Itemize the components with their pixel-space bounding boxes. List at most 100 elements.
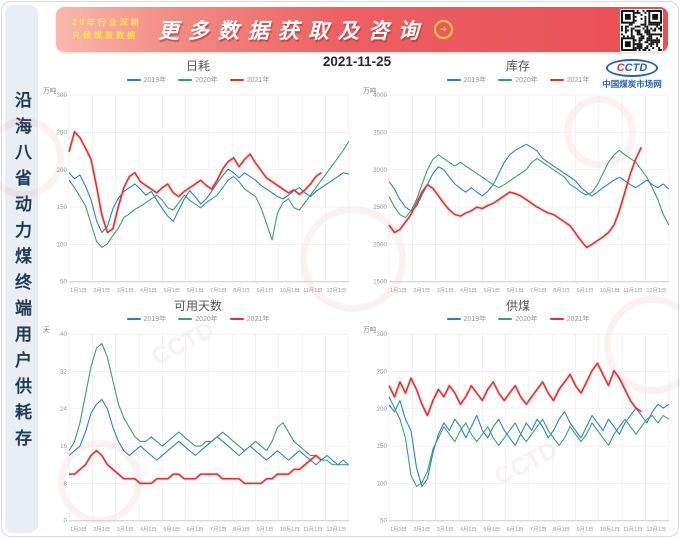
legend-item-2020年: 2020年 [498, 75, 538, 85]
svg-text:200: 200 [57, 166, 68, 173]
legend-swatch [446, 318, 461, 321]
svg-text:100: 100 [377, 481, 388, 488]
chart-legend: 2019年 2020年 2021年 [42, 74, 354, 86]
legend-swatch [446, 78, 461, 81]
svg-text:11月1日: 11月1日 [303, 526, 322, 533]
svg-text:万吨: 万吨 [363, 325, 377, 334]
legend-label: 2021年 [246, 316, 270, 324]
svg-text:200: 200 [377, 406, 388, 413]
legend-item-2020年: 2020年 [498, 314, 538, 324]
chart-legend: 2019年 2020年 2021年 [42, 314, 354, 326]
banner-title: 更多数据获取及咨询 [157, 19, 428, 43]
legend-label: 2019年 [143, 316, 167, 324]
svg-text:6月1日: 6月1日 [507, 287, 524, 294]
legend-label: 2019年 [463, 316, 487, 324]
svg-text:40: 40 [60, 331, 68, 338]
banner-slogan-line1: 20年行业深耕 [72, 17, 142, 27]
svg-text:100: 100 [57, 241, 68, 248]
svg-text:3500: 3500 [373, 129, 387, 136]
svg-text:9月1日: 9月1日 [577, 287, 594, 294]
svg-text:6月1日: 6月1日 [187, 526, 204, 533]
svg-text:3月1日: 3月1日 [117, 526, 134, 533]
legend-item-2021年: 2021年 [229, 314, 270, 324]
svg-text:万吨: 万吨 [43, 86, 57, 95]
chart-title: 可用天数 [173, 298, 222, 313]
svg-text:5月1日: 5月1日 [163, 526, 180, 533]
svg-text:24: 24 [60, 406, 68, 413]
chart-title: 供煤 [505, 298, 530, 313]
legend-label: 2020年 [515, 316, 538, 324]
legend-label: 2021年 [566, 316, 590, 324]
cctd-logo-oval: CCTD [605, 59, 659, 77]
svg-text:11月1日: 11月1日 [623, 526, 642, 533]
legend-item-2019年: 2019年 [446, 314, 487, 324]
legend-swatch [178, 78, 193, 81]
chart-panel-available-days: 可用天数 2019年 2020年 2021年 40 32 24 16 8 0 1月1日 2月1日 3… [42, 295, 354, 535]
svg-text:10月1日: 10月1日 [280, 287, 300, 294]
legend-item-2019年: 2019年 [126, 75, 167, 85]
arrow-circle-icon: ➜ [433, 20, 453, 39]
svg-text:3月1日: 3月1日 [437, 287, 454, 294]
svg-text:7月1日: 7月1日 [210, 287, 227, 294]
svg-text:5月1日: 5月1日 [483, 287, 500, 294]
svg-text:0: 0 [63, 518, 67, 525]
banner-slogan: 20年行业深耕 只做煤炭数据 [72, 17, 142, 43]
legend-swatch [229, 78, 244, 81]
svg-text:150: 150 [377, 443, 388, 450]
svg-text:2月1日: 2月1日 [413, 526, 430, 533]
cctd-logo-name: 中国煤炭市场网 [602, 79, 662, 89]
svg-text:2月1日: 2月1日 [413, 287, 430, 294]
svg-text:4月1日: 4月1日 [460, 526, 477, 533]
svg-text:7月1日: 7月1日 [530, 526, 547, 533]
svg-text:7月1日: 7月1日 [530, 287, 547, 294]
svg-text:50: 50 [380, 518, 388, 525]
cctd-logo-abbr-first: C [616, 62, 625, 74]
svg-text:5月1日: 5月1日 [163, 287, 180, 294]
legend-swatch [549, 78, 564, 81]
svg-text:2月1日: 2月1日 [93, 526, 110, 533]
svg-text:2000: 2000 [373, 241, 387, 248]
svg-text:16: 16 [60, 443, 68, 450]
svg-text:万吨: 万吨 [363, 86, 377, 95]
legend-label: 2021年 [246, 76, 270, 84]
chart-panel-coal-supply: 供煤 2019年 2020年 2021年 300 250 200 150 100 50 1月1日… [362, 295, 674, 535]
svg-text:300: 300 [57, 92, 68, 99]
svg-text:2月1日: 2月1日 [93, 287, 110, 294]
chart-title: 库存 [505, 59, 530, 73]
svg-text:3000: 3000 [373, 166, 387, 173]
legend-swatch [126, 78, 141, 81]
svg-text:10月1日: 10月1日 [600, 287, 620, 294]
legend-item-2020年: 2020年 [178, 314, 218, 324]
svg-text:1月1日: 1月1日 [390, 526, 407, 533]
legend-item-2020年: 2020年 [178, 75, 218, 85]
sidebar-vertical-title: 沿海八省动力煤终端用户供耗存 [12, 91, 31, 455]
legend-label: 2020年 [195, 76, 218, 84]
sidebar: 沿海八省动力煤终端用户供耗存 [5, 5, 38, 533]
qr-code [620, 9, 663, 52]
svg-text:5月1日: 5月1日 [483, 526, 500, 533]
svg-text:6月1日: 6月1日 [507, 526, 524, 533]
svg-text:32: 32 [60, 369, 68, 376]
svg-text:4月1日: 4月1日 [140, 287, 157, 294]
banner-slogan-line2: 只做煤炭数据 [72, 30, 138, 40]
legend-swatch [549, 318, 564, 321]
legend-item-2021年: 2021年 [229, 75, 270, 85]
promo-banner[interactable]: 20年行业深耕 只做煤炭数据 更多数据获取及咨询 ➜ [56, 7, 668, 52]
svg-text:1月1日: 1月1日 [390, 287, 407, 294]
chart-panel-inventory: 库存 2019年 2020年 2021年 4000 3500 3000 2500 2000 1… [362, 55, 674, 295]
legend-label: 2019年 [143, 76, 167, 84]
svg-text:4月1日: 4月1日 [140, 526, 157, 533]
svg-text:9月1日: 9月1日 [257, 526, 274, 533]
svg-text:11月1日: 11月1日 [623, 287, 642, 294]
svg-text:10月1日: 10月1日 [600, 526, 620, 533]
svg-text:8月1日: 8月1日 [553, 526, 570, 533]
svg-text:天: 天 [43, 326, 50, 334]
svg-text:8: 8 [63, 481, 67, 488]
svg-text:300: 300 [377, 331, 388, 338]
legend-label: 2020年 [515, 76, 538, 84]
svg-text:12月1日: 12月1日 [327, 526, 347, 533]
